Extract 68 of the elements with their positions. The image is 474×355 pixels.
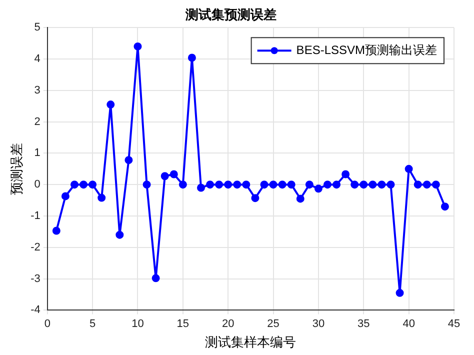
point [80,180,88,189]
point [296,194,304,203]
point [142,180,151,189]
point [260,180,268,189]
point [350,180,359,189]
point [224,180,232,189]
x-tick-label: 15 [176,318,190,330]
x-tick-label: 35 [358,318,370,330]
x-tick-label: 30 [312,318,325,330]
point [404,164,413,173]
point [52,226,60,235]
x-tick-label: 45 [448,318,460,330]
y-tick-label: 3 [34,84,40,96]
y-tick-label: 0 [34,178,40,191]
point [396,288,404,297]
point [305,180,314,189]
x-tick-label: 25 [267,318,280,330]
point [287,180,296,189]
y-tick-label: 4 [34,53,40,66]
legend-label: BES-LSSVM预测输出误差 [296,42,438,57]
y-tick-label: -1 [30,210,40,222]
x-tick-label: 10 [132,318,144,330]
point [233,180,242,189]
point [386,180,395,189]
point [342,170,350,178]
point [178,180,187,189]
point [332,180,341,189]
x-tick-label: 20 [222,318,234,330]
point [278,180,286,189]
point [432,180,440,189]
point [188,54,196,62]
y-tick-label: 2 [34,116,40,128]
point [440,202,449,211]
x-tick-label: 40 [402,318,415,330]
point [251,194,260,202]
point [152,274,160,282]
x-tick-label: 0 [44,318,50,330]
x-axis-title: 测试集样本编号 [205,334,296,350]
point [170,170,178,178]
point [368,180,377,189]
y-tick-label: -3 [30,272,40,285]
point [314,184,322,193]
point [106,100,115,109]
point [269,180,278,189]
point [61,192,70,200]
point [88,180,97,189]
y-tick-label: -4 [30,304,40,316]
point [98,194,106,202]
point [323,180,332,189]
point [360,180,368,189]
y-tick-label: -2 [30,241,40,254]
point [160,172,169,180]
point [378,180,386,189]
point [116,230,124,239]
point [124,156,133,164]
point [215,180,224,189]
point [422,180,431,189]
y-axis-title: 预测误差 [9,142,24,195]
chart-title: 测试集预测误差 [184,7,276,22]
point [196,184,205,192]
point [414,180,422,189]
y-tick-label: 1 [34,147,40,160]
point [70,180,78,189]
x-tick-label: 5 [90,318,96,330]
point [134,42,142,50]
y-tick-label: 5 [34,22,40,34]
point [206,180,214,189]
point [242,180,250,189]
